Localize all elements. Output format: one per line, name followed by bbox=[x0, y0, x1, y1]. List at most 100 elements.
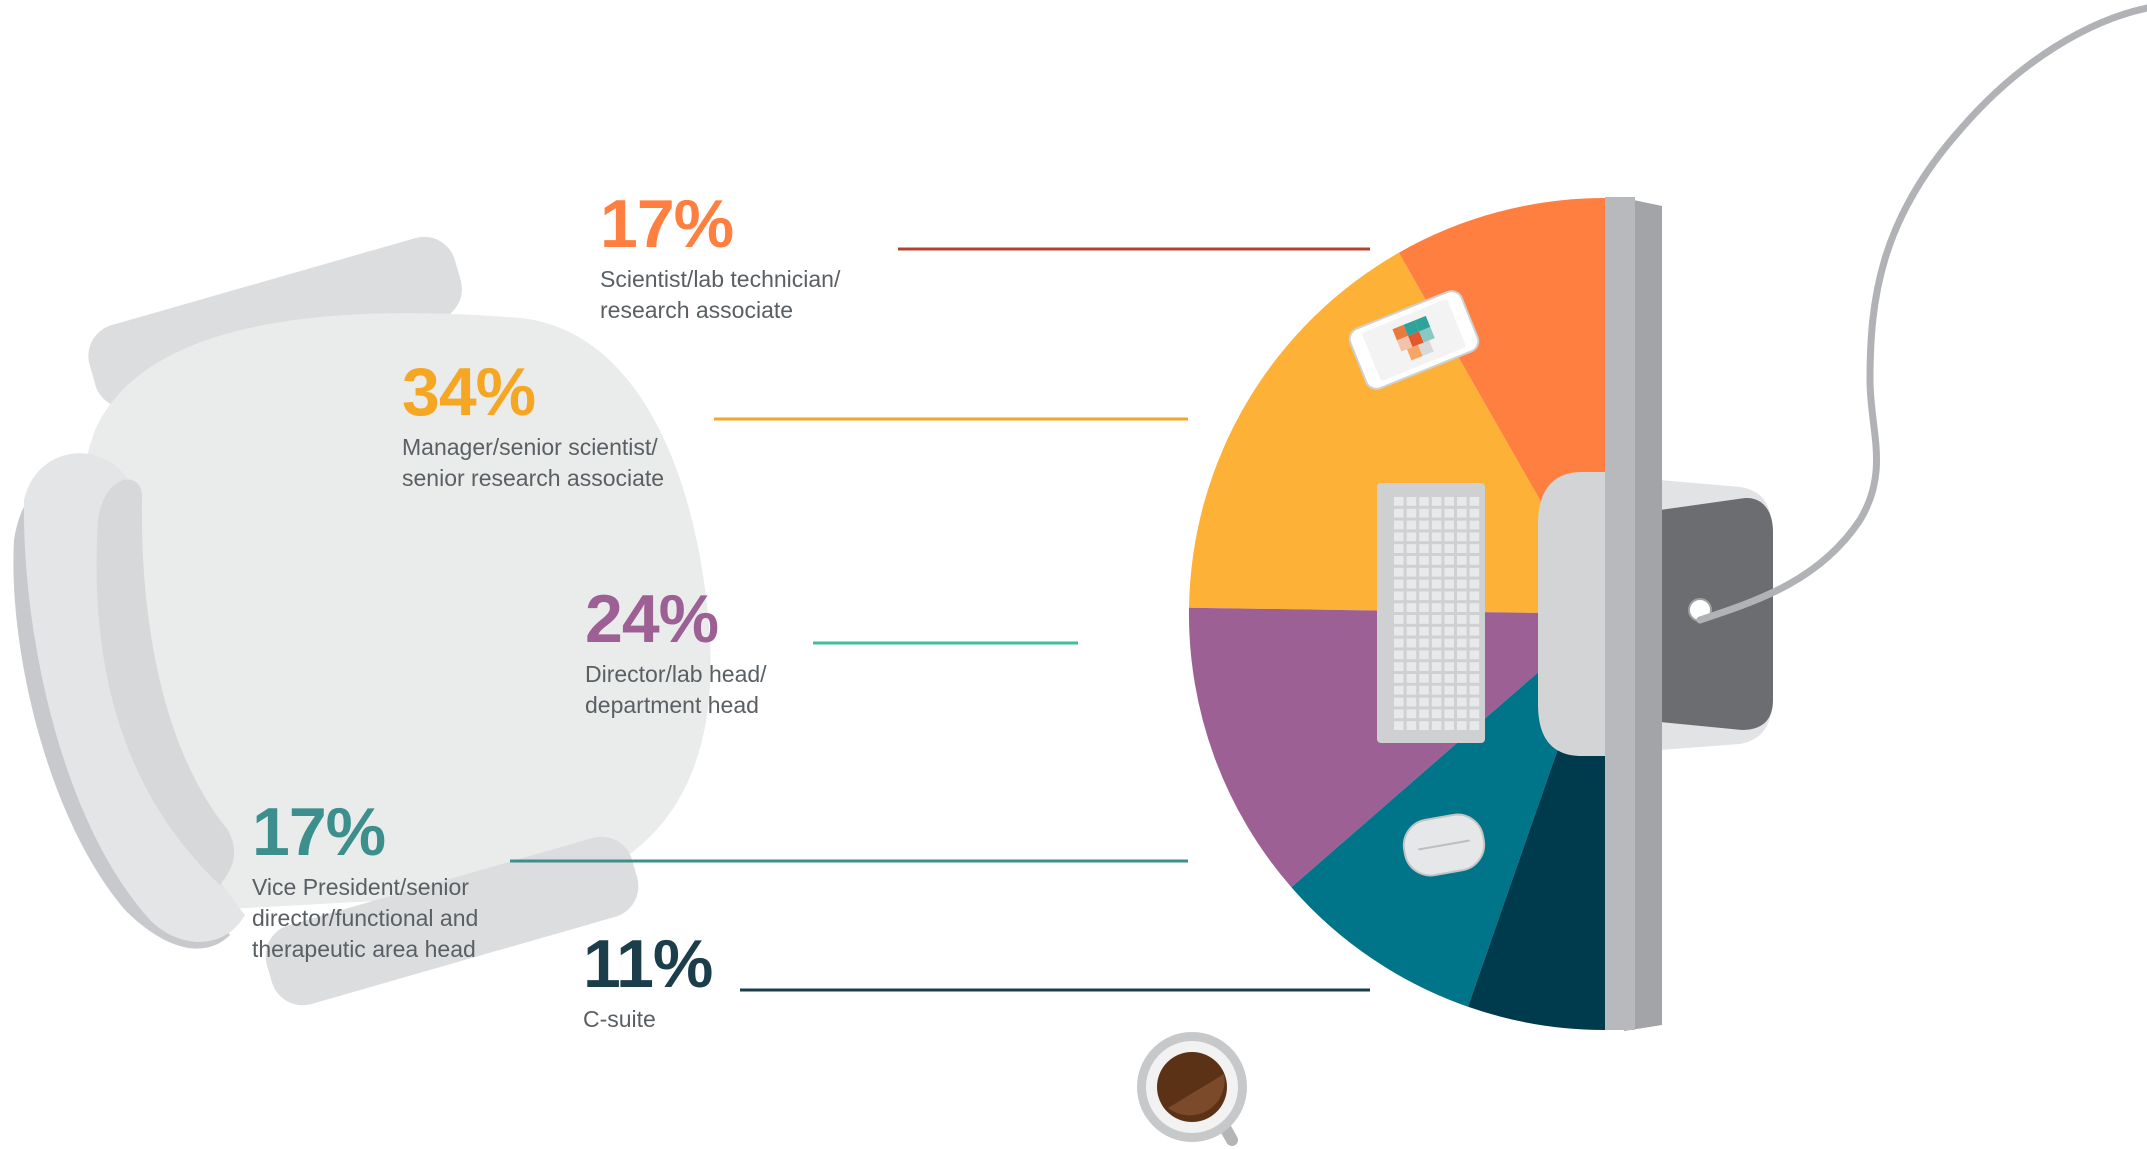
keyboard-key bbox=[1457, 520, 1467, 530]
keyboard-key bbox=[1457, 685, 1467, 695]
keyboard-key bbox=[1444, 508, 1454, 518]
keyboard-key bbox=[1469, 626, 1480, 636]
keyboard-key bbox=[1457, 591, 1467, 601]
keyboard-key bbox=[1469, 579, 1480, 589]
pie-slice-3 bbox=[1291, 614, 1605, 1007]
keyboard-key bbox=[1406, 567, 1417, 577]
keyboard-key bbox=[1444, 697, 1454, 707]
keyboard-key bbox=[1457, 603, 1467, 612]
keyboard-key bbox=[1406, 579, 1417, 589]
keyboard-key bbox=[1444, 674, 1454, 683]
keyboard-key bbox=[1431, 603, 1442, 612]
keyboard-key bbox=[1469, 709, 1480, 719]
keyboard-key bbox=[1444, 567, 1454, 577]
keyboard-key bbox=[1457, 615, 1467, 624]
keyboard-key bbox=[1419, 697, 1429, 707]
keyboard-key bbox=[1444, 721, 1454, 730]
keyboard-key bbox=[1444, 603, 1454, 612]
slice-value-3: 17% bbox=[252, 794, 386, 870]
keyboard-key bbox=[1431, 697, 1442, 707]
chair-icon bbox=[13, 236, 711, 1006]
slice-name-3: Vice President/senior director/functiona… bbox=[252, 872, 478, 965]
keyboard-key bbox=[1419, 591, 1429, 601]
slice-name-0-line-2: research associate bbox=[600, 297, 794, 323]
slice-name-1-line-1: Manager/senior scientist/ bbox=[402, 434, 658, 460]
keyboard-key bbox=[1394, 662, 1404, 671]
keyboard-key bbox=[1431, 721, 1442, 730]
keyboard-key bbox=[1394, 650, 1404, 660]
keyboard-key bbox=[1457, 662, 1467, 671]
keyboard-key bbox=[1444, 626, 1454, 636]
keyboard-key bbox=[1419, 603, 1429, 612]
keyboard-key bbox=[1406, 520, 1417, 530]
keyboard-key bbox=[1419, 674, 1429, 683]
keyboard-key bbox=[1431, 508, 1442, 518]
keyboard-key bbox=[1457, 697, 1467, 707]
keyboard-key bbox=[1457, 497, 1467, 506]
keyboard-key bbox=[1469, 638, 1480, 648]
slice-name-3-line-3: therapeutic area head bbox=[252, 936, 476, 962]
keyboard-key bbox=[1394, 638, 1404, 648]
keyboard-key bbox=[1406, 697, 1417, 707]
keyboard-key bbox=[1469, 615, 1480, 624]
keyboard-key bbox=[1419, 662, 1429, 671]
keyboard-key bbox=[1431, 650, 1442, 660]
slice-value-4: 11% bbox=[583, 926, 713, 1002]
keyboard-key bbox=[1431, 544, 1442, 553]
pie-slice-2 bbox=[1188, 607, 1605, 888]
mouse-icon bbox=[1402, 813, 1486, 877]
keyboard-key bbox=[1469, 497, 1480, 506]
keyboard-key bbox=[1394, 544, 1404, 553]
phone-icon bbox=[1348, 290, 1480, 390]
keyboard-key bbox=[1431, 674, 1442, 683]
slice-label-3: 17% Vice President/senior director/funct… bbox=[252, 798, 478, 965]
keyboard-key bbox=[1444, 638, 1454, 648]
keyboard-key bbox=[1444, 532, 1454, 542]
keyboard-key bbox=[1444, 685, 1454, 695]
keyboard-key bbox=[1457, 709, 1467, 719]
keyboard-key bbox=[1457, 532, 1467, 542]
keyboard-key bbox=[1419, 544, 1429, 553]
leader-lines bbox=[510, 247, 1370, 992]
slice-value-1: 34% bbox=[402, 354, 536, 430]
slice-name-3-line-2: director/functional and bbox=[252, 905, 479, 931]
keyboard-key bbox=[1431, 685, 1442, 695]
pie-slice-1 bbox=[1189, 252, 1605, 614]
keyboard-key bbox=[1406, 591, 1417, 601]
keyboard-key bbox=[1394, 591, 1404, 601]
keyboard-key bbox=[1469, 697, 1480, 707]
keyboard-key bbox=[1431, 556, 1442, 565]
keyboard-key bbox=[1469, 685, 1480, 695]
slice-label-0: 17% Scientist/lab technician/ research a… bbox=[600, 190, 840, 326]
keyboard-key bbox=[1469, 532, 1480, 542]
keyboard-key bbox=[1457, 638, 1467, 648]
keyboard-key bbox=[1431, 626, 1442, 636]
keyboard-key bbox=[1394, 497, 1404, 506]
keyboard-key bbox=[1406, 556, 1417, 565]
keyboard-key bbox=[1419, 532, 1429, 542]
slice-name-1-line-2: senior research associate bbox=[402, 465, 665, 491]
keyboard-key bbox=[1394, 532, 1404, 542]
keyboard-key bbox=[1431, 709, 1442, 719]
keyboard-key bbox=[1469, 544, 1480, 553]
keyboard-key bbox=[1431, 497, 1442, 506]
keyboard-key bbox=[1394, 697, 1404, 707]
keyboard-key bbox=[1444, 591, 1454, 601]
slice-value-0: 17% bbox=[600, 186, 734, 262]
keyboard-key bbox=[1457, 556, 1467, 565]
slice-name-2-line-1: Director/lab head/ bbox=[585, 661, 767, 687]
keyboard-key bbox=[1406, 650, 1417, 660]
keyboard-key bbox=[1419, 520, 1429, 530]
slice-label-4: 11% C-suite bbox=[583, 926, 713, 1035]
keyboard-key bbox=[1431, 579, 1442, 589]
keyboard-key bbox=[1444, 650, 1454, 660]
slice-label-2: 24% Director/lab head/ department head bbox=[585, 585, 767, 721]
keyboard-key bbox=[1469, 520, 1480, 530]
keyboard-key bbox=[1406, 685, 1417, 695]
keyboard-key bbox=[1469, 603, 1480, 612]
keyboard-key bbox=[1431, 520, 1442, 530]
keyboard-key bbox=[1406, 709, 1417, 719]
keyboard-keys bbox=[1394, 497, 1480, 730]
